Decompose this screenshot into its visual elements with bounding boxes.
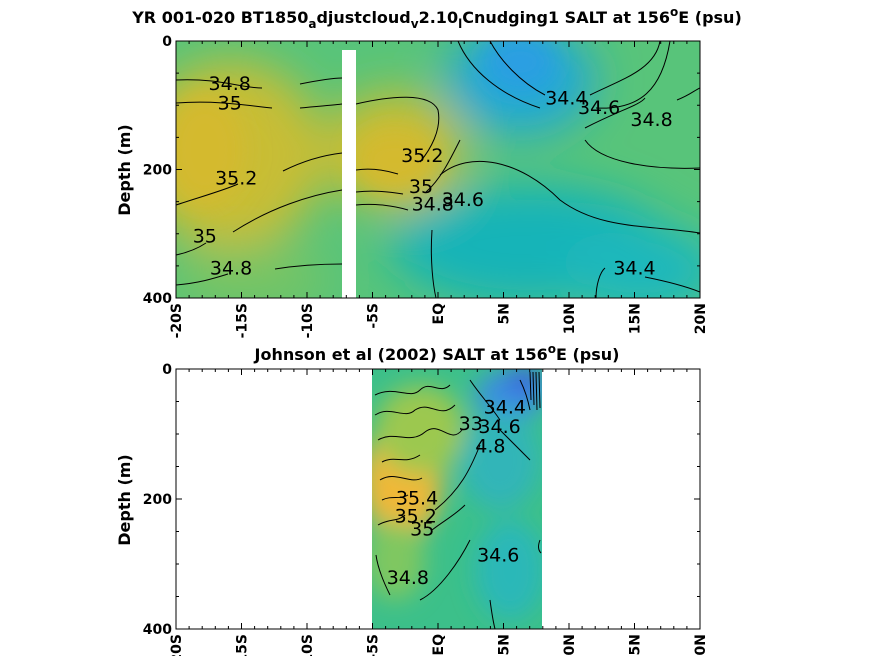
contour-label: 34.4 bbox=[545, 87, 587, 109]
contour-label: 35 bbox=[193, 225, 217, 247]
contour-label: 35.4 bbox=[396, 488, 438, 510]
heatmap-top: 34.83535.23534.835.23534.834.634.434.634… bbox=[176, 41, 700, 298]
x-tick-label: 5N bbox=[497, 634, 513, 655]
contour-label: 34.6 bbox=[578, 97, 620, 119]
x-tick-label: 10N bbox=[562, 634, 578, 656]
contour-label: 34.4 bbox=[613, 258, 655, 280]
x-ticks-bottom: -20S -15S -10S -5S EQ 5N 10N 15N 20N bbox=[169, 369, 709, 656]
contour-label: 35 bbox=[410, 519, 434, 541]
x-tick-label: 20N bbox=[693, 303, 709, 334]
x-tick-label: -20S bbox=[169, 634, 185, 656]
contour-label: 34.8 bbox=[209, 73, 251, 95]
contour-label: 35.2 bbox=[401, 145, 443, 167]
x-tick-label: -10S bbox=[300, 634, 316, 656]
y-ticks-top: 0 200 400 bbox=[143, 34, 700, 307]
contour-label: 35.2 bbox=[395, 506, 437, 528]
title-bottom: Johnson et al (2002) SALT at 156oE (psu) bbox=[254, 342, 620, 364]
x-tick-label: -15S bbox=[235, 303, 251, 338]
x-tick-label: -10S bbox=[300, 303, 316, 338]
contour-label: 34.6 bbox=[478, 416, 520, 438]
x-tick-label: 5N bbox=[497, 303, 513, 324]
contour-label: 4.8 bbox=[475, 436, 505, 458]
y-tick-label: 0 bbox=[162, 34, 172, 50]
contour-label: 34.6 bbox=[477, 545, 519, 567]
y-ticks-bottom: 0 200 400 bbox=[143, 362, 700, 638]
contour-label: 34.6 bbox=[442, 189, 484, 211]
contour-label: 35 bbox=[218, 92, 242, 114]
x-tick-label: -15S bbox=[235, 634, 251, 656]
contour-label: 35 bbox=[409, 176, 433, 198]
x-tick-label: 20N bbox=[693, 634, 709, 656]
contours-top bbox=[176, 41, 700, 298]
missing-data-band-top bbox=[342, 50, 356, 298]
contour-label: 34.8 bbox=[412, 193, 454, 215]
x-tick-label: -20S bbox=[169, 303, 185, 338]
contour-label: 34.8 bbox=[630, 109, 672, 131]
contour-label: 33 bbox=[459, 413, 483, 435]
y-axis-label-bottom: Depth (m) bbox=[115, 454, 134, 546]
x-tick-label: -5S bbox=[366, 634, 382, 656]
y-tick-label: 200 bbox=[143, 492, 172, 508]
x-tick-label: 15N bbox=[628, 303, 644, 334]
x-tick-label: 10N bbox=[562, 303, 578, 334]
contour-label: 34.8 bbox=[387, 567, 429, 589]
contour-label: 34.8 bbox=[210, 258, 252, 280]
x-tick-label: 15N bbox=[628, 634, 644, 656]
x-ticks-top: -20S -15S -10S -5S EQ 5N 10N 15N 20N bbox=[169, 41, 709, 338]
y-axis-label-top: Depth (m) bbox=[115, 124, 134, 216]
x-tick-label: EQ bbox=[431, 634, 447, 656]
y-tick-label: 0 bbox=[162, 362, 172, 378]
x-tick-label: EQ bbox=[431, 303, 447, 325]
contour-label: 34.4 bbox=[484, 397, 526, 419]
contour-label: 35.2 bbox=[215, 168, 257, 190]
y-tick-label: 200 bbox=[143, 163, 172, 179]
y-tick-label: 400 bbox=[143, 622, 172, 638]
contours-bottom bbox=[374, 371, 542, 629]
x-tick-label: -5S bbox=[366, 303, 382, 329]
contour-labels-top: 34.83535.23534.835.23534.834.634.434.634… bbox=[193, 73, 673, 279]
y-tick-label: 400 bbox=[143, 291, 172, 307]
title-top: YR 001-020 BT1850adjustcloudv2.10lCnudgi… bbox=[131, 5, 742, 31]
